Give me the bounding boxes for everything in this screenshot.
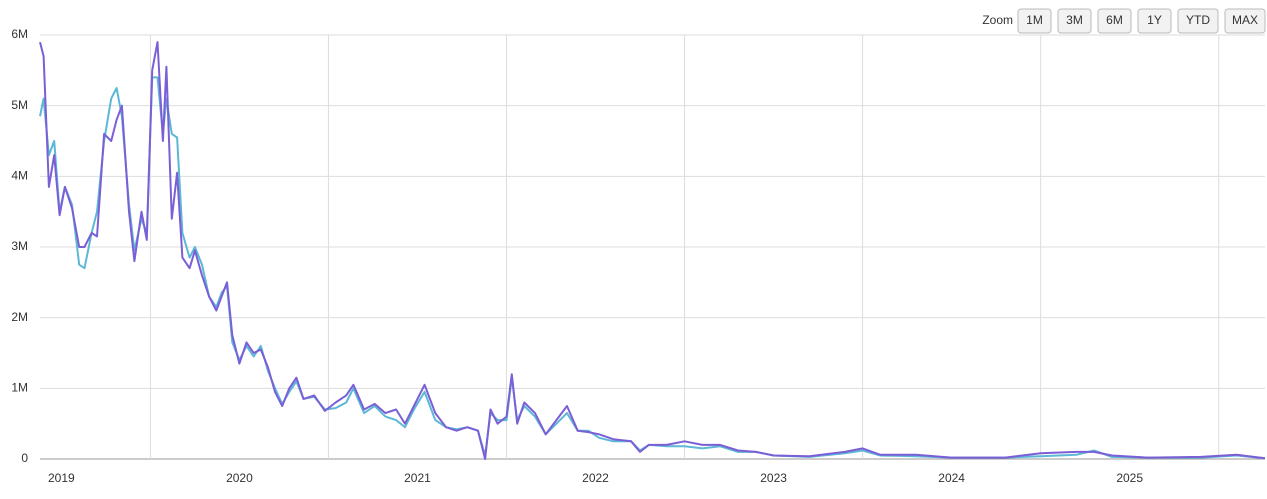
- zoom-button[interactable]: 1M: [1017, 8, 1052, 34]
- x-tick-label: 2022: [582, 471, 609, 485]
- zoom-button[interactable]: 6M: [1097, 8, 1132, 34]
- series-line: [39, 76, 1266, 460]
- y-tick-label: 1M: [11, 381, 28, 395]
- y-tick-label: 0: [21, 451, 28, 465]
- zoom-button[interactable]: 3M: [1057, 8, 1092, 34]
- zoom-button-box: [1177, 8, 1219, 34]
- x-tick-label: 2019: [48, 471, 75, 485]
- zoom-button-label: 1Y: [1147, 13, 1162, 27]
- zoom-button-label: 1M: [1026, 13, 1043, 27]
- zoom-button[interactable]: 1Y: [1137, 8, 1172, 34]
- zoom-button-label: YTD: [1186, 13, 1210, 27]
- x-tick-label: 2023: [760, 471, 787, 485]
- y-tick-label: 5M: [11, 98, 28, 112]
- y-tick-label: 2M: [11, 310, 28, 324]
- zoom-button-label: 6M: [1106, 13, 1123, 27]
- x-tick-label: 2025: [1116, 471, 1143, 485]
- zoom-button-label: MAX: [1232, 13, 1258, 27]
- x-tick-label: 2020: [226, 471, 253, 485]
- zoom-label: Zoom: [982, 13, 1013, 27]
- zoom-button-label: 3M: [1066, 13, 1083, 27]
- y-tick-label: 6M: [11, 27, 28, 41]
- y-tick-label: 4M: [11, 169, 28, 183]
- zoom-button[interactable]: YTD: [1177, 8, 1219, 34]
- zoom-button[interactable]: MAX: [1224, 8, 1266, 34]
- zoom-button-box: [1017, 8, 1052, 34]
- x-tick-label: 2021: [404, 471, 431, 485]
- zoom-button-box: [1057, 8, 1092, 34]
- zoom-button-box: [1097, 8, 1132, 34]
- x-tick-label: 2024: [938, 471, 965, 485]
- y-tick-label: 3M: [11, 239, 28, 253]
- zoom-button-box: [1224, 8, 1266, 34]
- series-line: [39, 41, 1266, 460]
- zoom-button-box: [1137, 8, 1172, 34]
